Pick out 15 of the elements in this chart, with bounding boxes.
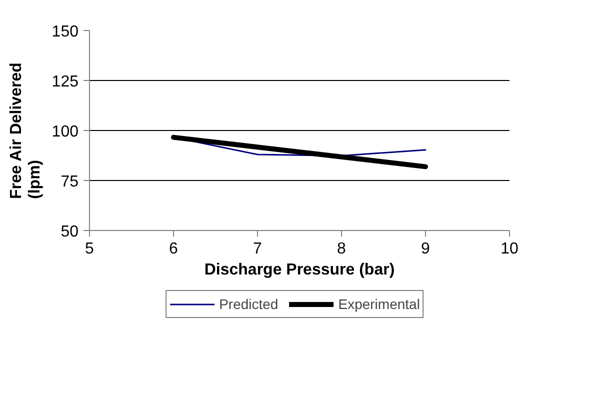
legend-label: Predicted	[219, 296, 278, 312]
x-tick-label: 8	[337, 240, 346, 258]
x-tick-label: 10	[500, 240, 518, 258]
y-tick-label: 150	[52, 24, 79, 40]
x-tick-label: 9	[421, 240, 430, 258]
x-tick-label: 7	[253, 240, 262, 258]
y-axis-title: Free Air Delivered (lpm)	[8, 62, 44, 199]
y-tick-label: 100	[52, 124, 79, 140]
x-tick-label: 6	[169, 240, 178, 258]
y-tick-label: 75	[60, 174, 79, 190]
legend-label: Experimental	[338, 296, 420, 312]
x-tick-label: 5	[85, 240, 94, 258]
y-tick-label: 125	[52, 74, 79, 90]
y-tick-label: 50	[60, 224, 79, 240]
x-axis-title: Discharge Pressure (bar)	[204, 262, 395, 278]
